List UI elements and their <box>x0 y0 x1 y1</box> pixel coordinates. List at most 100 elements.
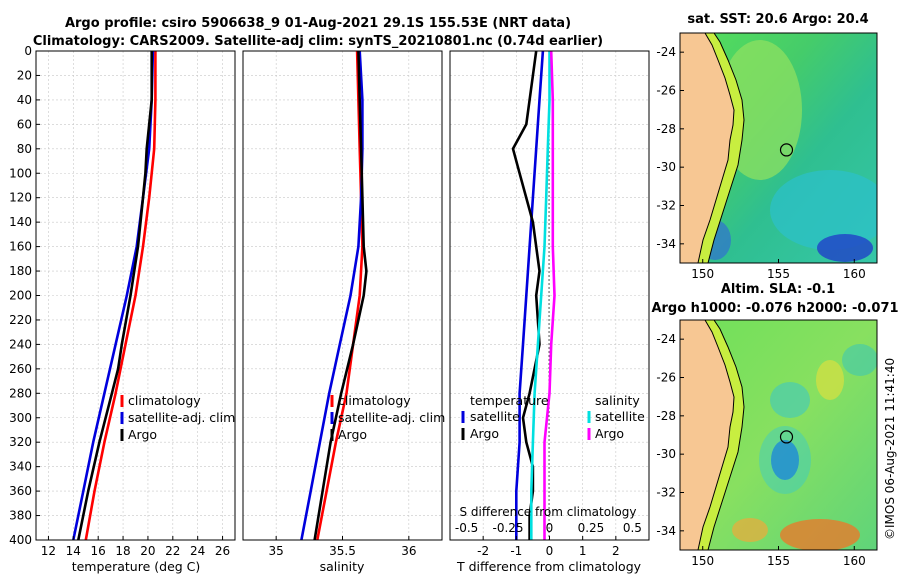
s-diff-tick-label: 0.25 <box>578 521 605 535</box>
figure-title-line2: Climatology: CARS2009. Satellite-adj cli… <box>33 34 603 49</box>
sst-cool-patch <box>770 170 877 250</box>
x-tick-label: 2 <box>612 544 620 558</box>
sla-low-west <box>770 382 810 418</box>
y-tick-label: 100 <box>9 166 32 180</box>
sla-low-east <box>842 344 877 376</box>
y-tick-label: 300 <box>9 411 32 425</box>
y-tick-label: 340 <box>9 460 32 474</box>
x-tick-label: 1 <box>579 544 587 558</box>
lon-tick-label: 155 <box>767 554 790 568</box>
lon-tick-label: 150 <box>691 554 714 568</box>
legend-label-temp-satellite: satellite <box>470 409 520 424</box>
legend-label-sal-satellite: satellite <box>595 409 645 424</box>
y-tick-label: 260 <box>9 362 32 376</box>
x-tick-label: 16 <box>91 544 106 558</box>
x-tick-label: 35 <box>269 544 284 558</box>
sst-coastline <box>697 33 735 263</box>
lat-tick-label: -28 <box>656 409 676 423</box>
lat-tick-label: -34 <box>656 524 676 538</box>
legend-label-climatology: climatology <box>338 393 411 408</box>
legend-title-salinity: salinity <box>595 393 640 408</box>
y-tick-label: 180 <box>9 264 32 278</box>
y-tick-label: 0 <box>24 44 32 58</box>
lon-tick-label: 155 <box>767 267 790 281</box>
sla-isobath <box>707 320 745 550</box>
legend-label-temp-argo: Argo <box>470 426 499 441</box>
lat-tick-label: -30 <box>656 447 676 461</box>
x-tick-label: 35.5 <box>329 544 356 558</box>
y-tick-label: 320 <box>9 435 32 449</box>
y-tick-label: 60 <box>17 117 32 131</box>
lat-tick-label: -24 <box>656 45 676 59</box>
lat-tick-label: -32 <box>656 199 676 213</box>
temperature-panel: 0 20 40 60 80 100 120 140 160 180 200 220 240 260 280 3… <box>9 44 236 574</box>
s-diff-tick-label: 0.5 <box>623 521 642 535</box>
legend-label-argo: Argo <box>128 427 157 442</box>
series-line-salinity-argo <box>543 50 556 540</box>
series-line-climatology <box>316 50 364 541</box>
sla-shelf <box>698 320 744 550</box>
argo-position-marker <box>779 143 794 157</box>
x-tick-label: 12 <box>41 544 56 558</box>
y-tick-label: 40 <box>17 93 32 107</box>
lon-tick-label: 160 <box>843 267 866 281</box>
sla-high-east <box>816 360 844 400</box>
sla-coastline <box>697 320 735 550</box>
x-tick-label: 36 <box>401 544 416 558</box>
sla-map-subtitle: Argo h1000: -0.076 h2000: -0.071 <box>651 301 898 316</box>
x-tick-label: 18 <box>115 544 130 558</box>
legend-label-satellite: satellite-adj. clim <box>338 410 445 425</box>
y-tick-label: 80 <box>17 142 32 156</box>
series-line-temperature-satellite <box>514 50 545 540</box>
x-tick-label: 22 <box>165 544 180 558</box>
y-tick-label: 240 <box>9 337 32 351</box>
lon-tick-label: 160 <box>843 554 866 568</box>
s-diff-tick-label: -0.5 <box>455 521 478 535</box>
salinity-panel: 35 35.5 36 salinity climatology satellite-… <box>242 50 445 574</box>
y-tick-label: 20 <box>17 68 32 82</box>
y-tick-label: 140 <box>9 215 32 229</box>
series-line-satellite-adj-clim <box>72 50 155 541</box>
s-diff-tick-label: 0 <box>546 521 554 535</box>
imos-timestamp: ©IMOS 06-Aug-2021 11:41:40 <box>883 358 897 540</box>
s-diff-tick-label: -0.25 <box>493 521 524 535</box>
sst-isobath <box>707 33 745 263</box>
legend-label-climatology: climatology <box>128 393 201 408</box>
figure-title-line1: Argo profile: csiro 5906638_9 01-Aug-202… <box>65 16 571 31</box>
lat-tick-label: -24 <box>656 332 676 346</box>
legend-label-argo: Argo <box>338 427 367 442</box>
salinity-legend: climatology satellite-adj. clim Argo <box>330 393 445 442</box>
lat-tick-label: -28 <box>656 122 676 136</box>
x-tick-label: 24 <box>190 544 205 558</box>
sla-map-title: Altim. SLA: -0.1 <box>721 282 835 297</box>
y-tick-label: 360 <box>9 484 32 498</box>
temperature-legend: climatology satellite-adj. clim Argo <box>120 393 235 442</box>
series-line-climatology <box>84 51 157 541</box>
series-line-argo <box>77 51 153 541</box>
y-tick-label: 400 <box>9 533 32 547</box>
lat-tick-label: -26 <box>656 84 676 98</box>
s-difference-axis-label: S difference from climatology <box>460 505 637 519</box>
sla-map: Altim. SLA: -0.1 Argo h1000: -0.076 h200… <box>651 282 898 568</box>
difference-legend: temperature satellite Argo salinity sate… <box>461 393 645 441</box>
x-tick-label: 14 <box>66 544 81 558</box>
sst-land <box>680 33 734 263</box>
x-tick-label: 0 <box>546 544 554 558</box>
legend-label-satellite: satellite-adj. clim <box>128 410 235 425</box>
sla-high-south <box>780 519 860 550</box>
temperature-xlabel: temperature (deg C) <box>72 559 201 574</box>
y-tick-label: 220 <box>9 313 32 327</box>
sst-map: sat. SST: 20.6 Argo: 20.4 -24 -26 -28 -30 -3… <box>656 12 878 281</box>
series-line-argo <box>313 50 368 541</box>
lat-tick-label: -34 <box>656 237 676 251</box>
legend-title-temperature: temperature <box>470 393 549 408</box>
y-tick-label: 120 <box>9 191 32 205</box>
y-tick-label: 160 <box>9 240 32 254</box>
y-tick-label: 200 <box>9 289 32 303</box>
x-tick-label: -2 <box>477 544 489 558</box>
lat-tick-label: -32 <box>656 486 676 500</box>
y-tick-label: 280 <box>9 386 32 400</box>
sst-cold-patch <box>817 234 873 262</box>
sla-land <box>680 320 734 550</box>
x-tick-label: 20 <box>140 544 155 558</box>
